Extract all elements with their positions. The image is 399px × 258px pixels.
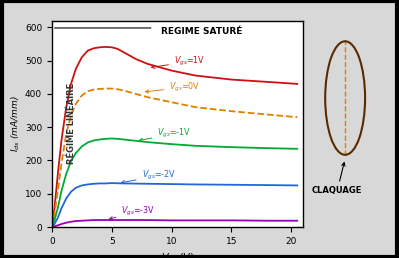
Text: $V_{gs}$=0V: $V_{gs}$=0V [146, 81, 201, 94]
Y-axis label: $I_{ds}$ (mA/mm): $I_{ds}$ (mA/mm) [10, 95, 22, 152]
X-axis label: $V_{ds}$ (V): $V_{ds}$ (V) [161, 251, 194, 258]
Text: $V_{gs}$=1V: $V_{gs}$=1V [152, 55, 205, 68]
Text: CLAQUAGE: CLAQUAGE [312, 163, 362, 196]
Text: $V_{gs}$=-3V: $V_{gs}$=-3V [109, 205, 156, 220]
Text: RÉGIME LINÉAIRE: RÉGIME LINÉAIRE [67, 83, 75, 164]
Text: $V_{gs}$=-2V: $V_{gs}$=-2V [122, 169, 176, 184]
Text: $V_{gs}$=-1V: $V_{gs}$=-1V [140, 127, 192, 141]
Text: REGIME SATURÉ: REGIME SATURÉ [161, 27, 242, 36]
